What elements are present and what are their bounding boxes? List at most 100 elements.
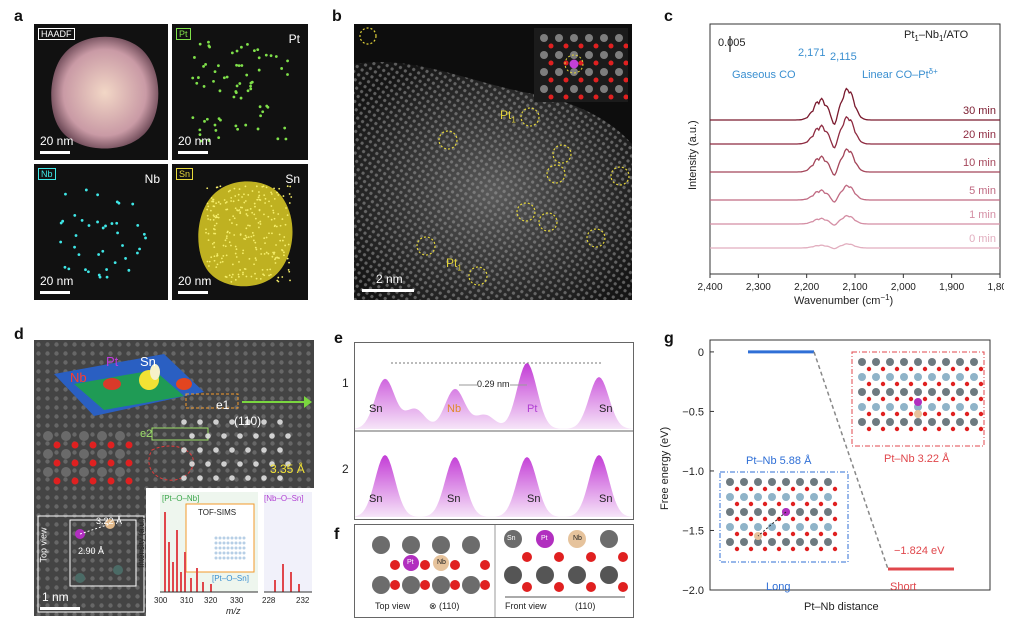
ms-peak-right [290,572,292,592]
ms-xtick-232: 232 [296,596,310,605]
g-short-pt [914,398,922,406]
sn-scale-bar [178,291,208,294]
sn-speck [239,269,242,271]
f-front-o-atom [586,552,596,562]
time-label-5: 0 min [969,233,996,245]
inset-o-atom [578,94,584,100]
energy-ytick-label: −0.5 [682,406,704,418]
g-model-o [762,486,768,492]
energy-connector [813,351,889,570]
g-model-metal [824,493,832,501]
sn-speck [238,261,240,263]
sn-speck [225,201,228,203]
g-model-metal [956,373,964,381]
tof-surface-atom [214,536,218,540]
ms-xtick-300: 300 [154,596,168,605]
sn-speck [216,216,219,219]
pt-dot [246,43,249,46]
sn-speck [232,215,235,218]
g-model-metal [740,523,748,531]
f-front-plane-label: (110) [575,601,596,611]
inset-o-atom [593,94,599,100]
model-o-atom [107,441,115,449]
nb-dot [67,267,71,271]
drifts-series-20-min [710,115,1000,149]
pt-dot [245,73,249,77]
f-front-o-atom-2 [586,582,596,592]
tof-surface-atom [238,536,242,540]
nb-dot [63,265,67,269]
pt-dot [235,63,238,67]
sn-speck [233,187,236,190]
sn-speck [213,255,216,258]
energy-ytick-label: −1.0 [682,466,704,478]
energy-ytick-label: −2.0 [682,585,704,597]
structure-views: Sn Pt Nb Sn Pt Nb Top view ⊗ (110) Front… [354,524,634,618]
nb-dot [113,261,117,265]
drifts-series-1-min [710,214,1000,226]
g-model-metal [810,478,818,486]
nb-map: Nb Nb 20 nm [34,164,168,300]
peak-2115-label: 2,115 [830,51,857,63]
sn-speck [265,251,268,254]
haadf-scale-bar [40,151,70,154]
ms-pt-o-sn-tag: [Pt–O–Sn] [212,574,249,583]
inset-sn-atom [555,85,563,93]
sn-speck [227,190,230,193]
g-model-metal [970,388,978,396]
g-model-o [748,486,754,492]
pt-dot [232,95,236,99]
nb-dot [116,231,119,235]
sn-speck [268,200,270,203]
g-model-metal [928,373,936,381]
drifts-xtick-label: 2,200 [794,282,819,293]
g-model-metal [872,388,880,396]
f-front-o-atom [618,552,628,562]
stem-lattice [354,27,632,300]
drifts-xtick-label: 1,800 [987,282,1004,293]
ms-xtick-228: 228 [262,596,276,605]
sn-speck [264,197,267,200]
sn-speck [289,185,292,188]
sn-speck [246,209,249,211]
g-model-o [950,396,956,402]
sn-speck [220,257,223,260]
tof-surface-atom [226,556,230,560]
sn-speck [281,239,284,242]
model-o-atom [71,477,79,485]
ms-peak [164,512,166,592]
tof-surface-atom [230,556,234,560]
inset-o-atom [548,77,554,83]
sn-speck [250,275,253,278]
g-model-o [776,546,782,552]
nb-dot [97,253,101,256]
sn-speck [230,244,232,247]
pt-dot [214,129,218,132]
row-2-label: 2 [342,462,349,476]
f-sn-atom [402,536,420,554]
sn-speck [255,277,258,280]
sn-speck [255,185,258,188]
sn-speck [215,222,218,225]
sn-speck [221,260,224,263]
g-model-metal [768,538,776,546]
nb-dot [117,201,121,205]
f-o-atom [390,580,400,590]
nb-dot [104,224,107,228]
sn-speck [212,198,214,201]
f-top-plane-label: ⊗ (110) [429,601,460,611]
panel-a-label: a [14,8,23,25]
energy-chart: 0 −0.5 −1.0 −1.5 −2.0 Pt–Nb 5.88 Å Pt–Nb 3.2… [659,339,991,613]
model-sn-atom [79,449,89,459]
sn-speck [263,274,266,277]
d-pt-label: Pt [106,354,119,369]
g-model-o [936,396,942,402]
drifts-xtick-label: 1,900 [939,282,964,293]
lattice-spot [181,447,187,453]
tof-surface-atom [234,551,238,555]
tof-surface-atom [242,551,246,555]
nb-dot [97,273,101,277]
tof-surface-atom [238,556,242,560]
g-model-o [978,396,984,402]
sn-speck [273,253,275,255]
